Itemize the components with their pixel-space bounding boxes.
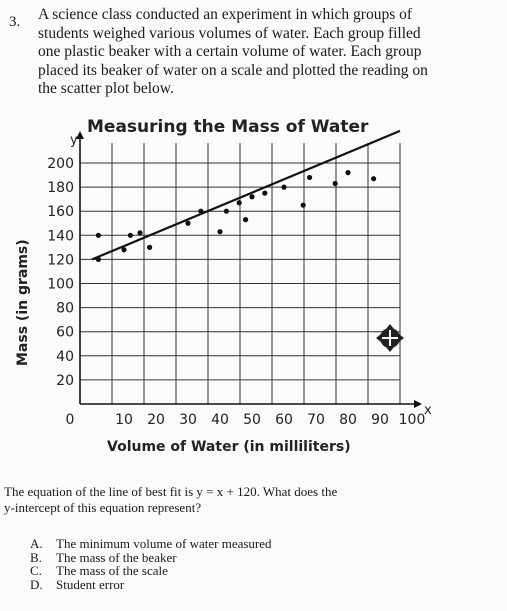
data-point — [223, 208, 229, 214]
answer-choices: A. The minimum volume of water measured B… — [30, 537, 272, 591]
data-point — [217, 229, 223, 235]
y-tick-label: 160 — [47, 204, 74, 220]
y-tick-label: 140 — [47, 228, 74, 244]
y-tick-label: 180 — [47, 180, 74, 196]
move-cursor-icon — [376, 324, 404, 352]
question-text: A science class conducted an experiment … — [38, 6, 493, 99]
follow-up-line: y-intercept of this equation represent? — [4, 500, 202, 515]
x-tick-label: 60 — [275, 412, 293, 428]
x-tick-label: 30 — [179, 412, 197, 428]
data-point — [307, 174, 313, 181]
data-point — [243, 217, 249, 223]
data-point — [249, 194, 255, 200]
question-line: one plastic beaker with a certain volume… — [38, 43, 422, 60]
question-line: students weighed various volumes of wate… — [38, 24, 421, 42]
data-point — [236, 200, 242, 206]
x-tick-label: 20 — [147, 412, 165, 428]
question-line: A science class conducted an experiment … — [38, 6, 413, 23]
x-axis-arrow — [414, 400, 422, 408]
data-point — [95, 256, 101, 262]
data-point — [127, 232, 133, 238]
x-tick-label: 80 — [339, 412, 357, 428]
choice-letter: D. — [30, 576, 43, 592]
follow-up-line: The equation of the line of best fit is … — [4, 484, 338, 499]
choice-letter: C. — [30, 563, 42, 578]
y-axis-letter: y — [70, 133, 78, 148]
data-point — [147, 244, 153, 250]
data-point — [371, 176, 377, 182]
chart-title: Measuring the Mass of Water — [87, 117, 369, 137]
data-point — [198, 208, 204, 214]
data-point — [137, 230, 143, 236]
follow-up-question: The equation of the line of best fit is … — [4, 484, 499, 516]
x-axis-letter: x — [424, 403, 432, 418]
y-tick-label: 60 — [56, 325, 74, 341]
x-tick-label: 90 — [371, 412, 389, 428]
scatter-plot-svg: Measuring the Mass of Water y x 20 40 60 80… — [15, 117, 432, 455]
choice-c[interactable]: C. The mass of the scale — [30, 564, 272, 578]
x-tick-label: 50 — [243, 412, 261, 428]
y-tick-label: 200 — [47, 156, 74, 172]
y-axis-label: Mass (in grams) — [15, 239, 31, 366]
choice-text: The mass of the scale — [56, 563, 168, 578]
question-line: placed its beaker of water on a scale an… — [38, 61, 428, 79]
x-tick-labels: 0 10 20 30 40 50 60 70 80 90 100 — [66, 412, 426, 428]
choice-letter: A. — [30, 536, 43, 551]
data-point — [185, 220, 191, 226]
data-point — [281, 184, 287, 190]
data-point — [121, 247, 127, 253]
data-points — [95, 170, 377, 262]
best-fit-line-segment — [91, 129, 401, 261]
y-tick-label: 100 — [47, 277, 74, 293]
data-point — [262, 190, 268, 196]
axes — [76, 131, 422, 408]
data-point — [95, 232, 101, 238]
choice-b[interactable]: B. The mass of the beaker — [30, 549, 272, 565]
choice-text: The minimum volume of water measured — [56, 536, 272, 551]
y-axis-arrow — [76, 131, 84, 139]
data-point — [332, 180, 338, 187]
choice-text: The mass of the beaker — [56, 549, 177, 565]
y-tick-label: 20 — [56, 373, 74, 389]
question-line: the scatter plot below. — [38, 80, 174, 97]
y-tick-label: 40 — [56, 349, 74, 365]
x-tick-label: 100 — [399, 412, 426, 428]
data-point — [300, 202, 306, 208]
grid-lines — [79, 143, 401, 405]
x-tick-label: 0 — [66, 412, 75, 428]
choice-letter: B. — [30, 549, 42, 565]
choice-a[interactable]: A. The minimum volume of water measured — [30, 537, 272, 551]
x-tick-label: 70 — [307, 412, 325, 428]
choice-d[interactable]: D. Student error — [30, 576, 272, 592]
y-tick-labels: 20 40 60 80 100 120 140 160 180 200 — [47, 156, 74, 389]
y-tick-label: 120 — [47, 252, 74, 268]
choice-text: Student error — [56, 576, 125, 592]
data-point — [345, 170, 351, 176]
best-fit-line — [91, 129, 401, 261]
x-tick-label: 40 — [211, 412, 229, 428]
y-tick-label: 80 — [56, 301, 74, 317]
x-tick-label: 10 — [115, 412, 133, 428]
x-axis-label: Volume of Water (in milliliters) — [107, 439, 351, 455]
scatter-plot: Measuring the Mass of Water y x 20 40 60 80… — [0, 108, 507, 463]
question-number: 3. — [9, 14, 21, 30]
